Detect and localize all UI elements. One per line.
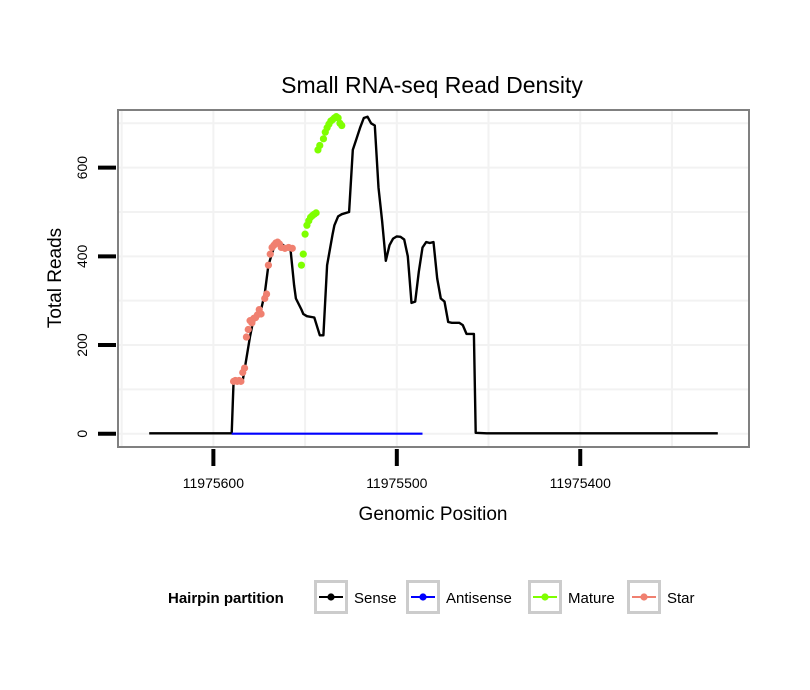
legend-item-antisense: Antisense	[406, 580, 512, 614]
plot-background	[118, 110, 749, 447]
legend: Hairpin partition Sense Antisense Mature St…	[168, 580, 695, 614]
x-tick-label: 11975600	[183, 475, 244, 491]
y-tick-label: 600	[74, 156, 90, 180]
legend-label: Star	[667, 590, 695, 607]
y-axis-title: Total Reads	[45, 228, 66, 328]
grid	[118, 110, 749, 447]
data-point	[240, 364, 249, 372]
data-point	[288, 244, 296, 252]
data-point	[244, 325, 252, 334]
plot-border	[117, 109, 750, 448]
data-point	[266, 250, 274, 258]
data-point	[312, 209, 320, 217]
data-point	[237, 377, 245, 385]
y-tick-label: 200	[74, 333, 90, 357]
legend-item-mature: Mature	[528, 580, 615, 614]
legend-item-star: Star	[627, 580, 695, 614]
legend-label: Antisense	[446, 590, 512, 607]
legend-entries: Sense Antisense Mature Star	[314, 580, 695, 614]
legend-label: Mature	[568, 590, 615, 607]
series-points-mature	[297, 113, 346, 269]
legend-key-point	[327, 593, 335, 601]
data-point	[264, 261, 273, 269]
legend-key-point	[419, 593, 427, 601]
y-tick-label: 0	[74, 430, 90, 438]
y-axis: 0 200 400 600	[74, 156, 116, 438]
legend-item-sense: Sense	[314, 580, 397, 614]
legend-key-point	[541, 593, 549, 601]
data-point	[242, 333, 251, 341]
legend-label: Sense	[354, 590, 397, 607]
series-line-sense	[149, 115, 718, 435]
x-axis-title: Genomic Position	[359, 504, 508, 525]
data-point	[262, 290, 271, 298]
series-layer	[149, 113, 718, 435]
x-tick-label: 11975400	[550, 475, 611, 491]
data-point	[297, 261, 306, 269]
data-point	[257, 310, 265, 318]
y-tick-label: 400	[74, 244, 90, 268]
legend-title: Hairpin partition	[168, 590, 284, 607]
data-point	[338, 121, 346, 130]
plot-area	[117, 109, 750, 448]
data-point	[301, 230, 309, 238]
x-tick-label: 11975500	[366, 475, 427, 491]
series-points-star	[229, 238, 296, 385]
x-axis: 11975600 11975500 11975400	[183, 449, 611, 491]
data-point	[299, 250, 307, 258]
data-point	[316, 141, 324, 150]
legend-key-point	[640, 593, 648, 601]
chart-title: Small RNA-seq Read Density	[281, 72, 583, 98]
data-point	[319, 135, 328, 143]
